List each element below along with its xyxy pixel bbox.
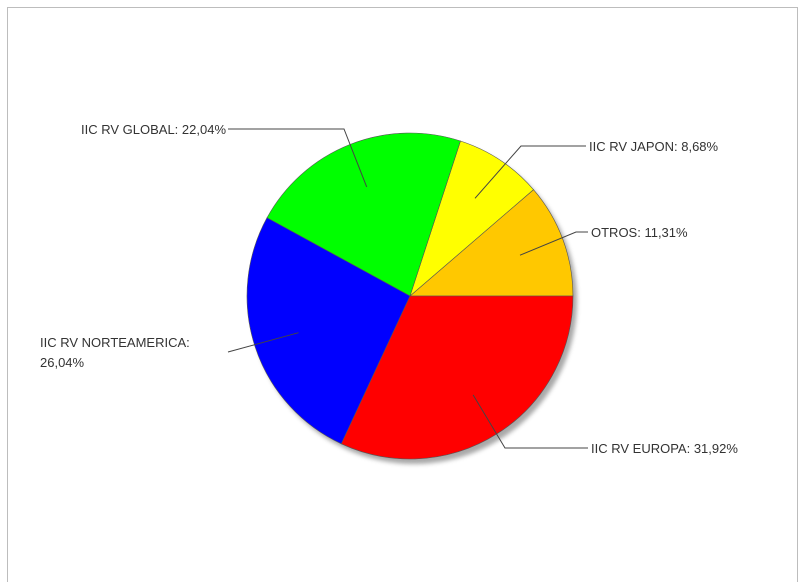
slice-label-iic-rv-norteamerica-line-1: IIC RV NORTEAMERICA: bbox=[40, 335, 190, 350]
slice-label-iic-rv-global: IIC RV GLOBAL: 22,04% bbox=[81, 122, 226, 137]
pie-slice-iic-rv-norteamerica bbox=[246, 217, 411, 445]
leader-line-iic-rv-europa bbox=[472, 394, 588, 449]
leader-line-iic-rv-global bbox=[228, 128, 368, 188]
leader-lines bbox=[227, 128, 588, 449]
leader-line-otros bbox=[519, 231, 588, 256]
leader-line-iic-rv-norteamerica bbox=[227, 332, 299, 353]
pie-slices bbox=[246, 132, 574, 460]
slice-label-otros: OTROS: 11,31% bbox=[591, 225, 688, 240]
slice-label-iic-rv-europa: IIC RV EUROPA: 31,92% bbox=[591, 441, 738, 456]
leader-line-iic-rv-japon bbox=[474, 145, 586, 199]
pie-slice-otros bbox=[409, 189, 574, 297]
slice-labels: OTROS: 11,31% IIC RV JAPON: 8,68% IIC RV G… bbox=[40, 122, 738, 456]
pie-slice-iic-rv-europa bbox=[340, 295, 574, 460]
slice-label-iic-rv-norteamerica-line-2: 26,04% bbox=[40, 355, 85, 370]
pie-slice-iic-rv-japon bbox=[409, 140, 534, 297]
slice-label-iic-rv-japon: IIC RV JAPON: 8,68% bbox=[589, 139, 719, 154]
